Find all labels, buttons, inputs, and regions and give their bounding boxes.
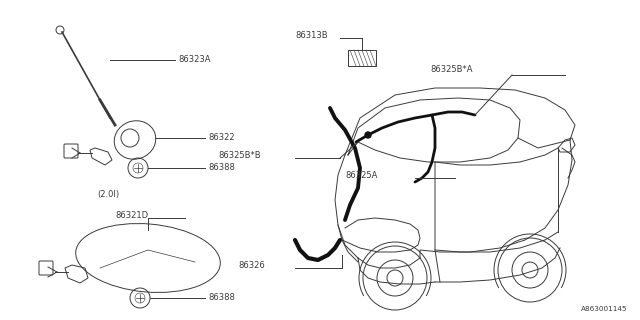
Text: 86313B: 86313B <box>295 30 328 39</box>
Circle shape <box>365 132 371 138</box>
Text: 86388: 86388 <box>208 164 235 172</box>
Text: 86323A: 86323A <box>178 55 211 65</box>
Text: 86322: 86322 <box>208 133 235 142</box>
Text: 86388: 86388 <box>208 293 235 302</box>
Text: 86321D: 86321D <box>115 211 148 220</box>
Text: 86325B*A: 86325B*A <box>430 66 472 75</box>
Text: 86325A: 86325A <box>345 171 378 180</box>
Text: 86325B*B: 86325B*B <box>218 150 260 159</box>
Text: A863001145: A863001145 <box>581 306 628 312</box>
Text: 86326: 86326 <box>238 260 265 269</box>
Text: (2.0I): (2.0I) <box>97 190 119 199</box>
